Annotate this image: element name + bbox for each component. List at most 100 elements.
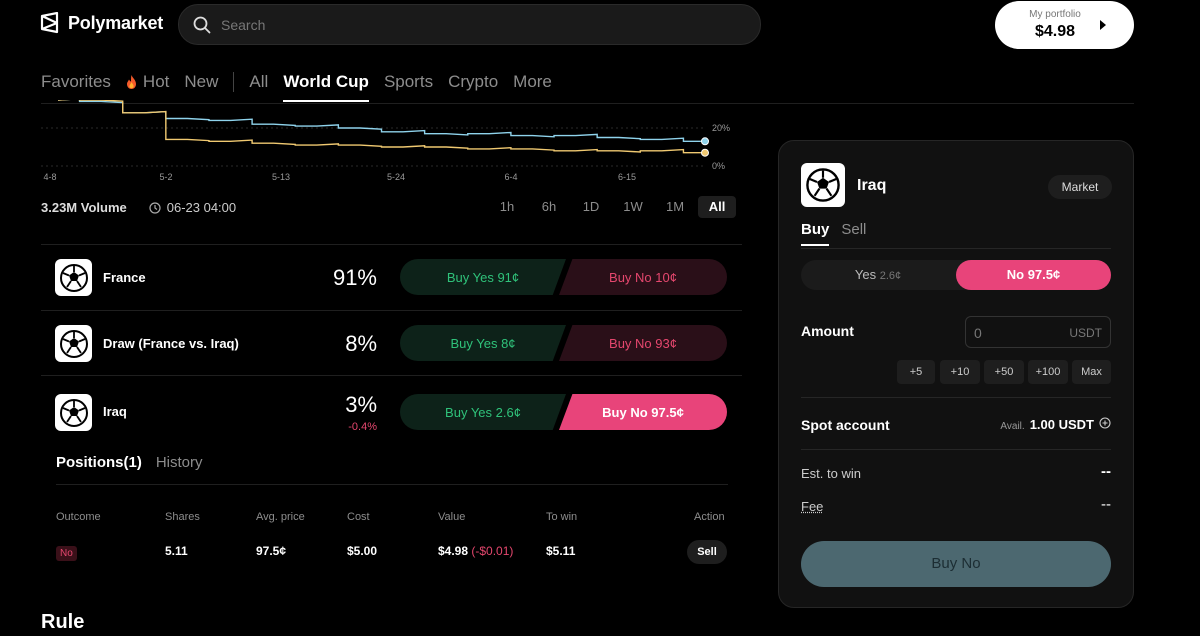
- portfolio-label: My portfolio: [1029, 9, 1081, 20]
- col-header-to-win: To win: [546, 511, 578, 523]
- range-1m[interactable]: 1M: [665, 199, 685, 214]
- quick-amount-max[interactable]: Max: [1072, 360, 1111, 384]
- positions-tabs: Positions(1) History: [56, 454, 203, 471]
- tab-sell[interactable]: Sell: [841, 221, 867, 238]
- play-arrow-icon: [1100, 20, 1106, 30]
- x-tick-label: 6-15: [618, 172, 636, 182]
- outcome-row-france[interactable]: France 91% Buy Yes 91¢ Buy No 10¢: [41, 245, 742, 309]
- range-6h[interactable]: 6h: [541, 199, 557, 214]
- order-type-dropdown[interactable]: Market: [1048, 175, 1112, 199]
- chart-lines: [58, 100, 709, 157]
- amount-unit: USDT: [1069, 326, 1102, 340]
- buy-yes-button[interactable]: Buy Yes 2.6¢: [400, 394, 566, 430]
- nav-sports[interactable]: Sports: [383, 72, 434, 91]
- buy-no-button[interactable]: Buy No 93¢: [559, 325, 727, 361]
- polymarket-logo-icon: [40, 12, 59, 34]
- toggle-yes-price: 2.6¢: [879, 270, 902, 282]
- toggle-yes-label: Yes: [854, 267, 877, 282]
- price-chart[interactable]: 20% 0% 4-8 5-2 5-13 5-24 6-4 6-15: [0, 100, 760, 188]
- col-header-outcome: Outcome: [56, 511, 101, 523]
- outcome-name: Draw (France vs. Iraq): [103, 336, 239, 351]
- outcome-percentage: 91%: [332, 265, 377, 290]
- outcome-no-badge: No: [56, 546, 77, 561]
- series-end-point: [701, 137, 709, 146]
- buy-no-button[interactable]: Buy No 97.5¢: [559, 394, 727, 430]
- divider: [41, 310, 742, 311]
- range-1d[interactable]: 1D: [582, 199, 600, 214]
- nav-all[interactable]: All: [249, 72, 269, 91]
- soccer-ball-icon: [55, 325, 92, 362]
- quick-amount-100[interactable]: +100: [1028, 360, 1068, 384]
- x-tick-label: 5-13: [272, 172, 290, 182]
- time-range-selector: 1h 6h 1D 1W 1M All: [488, 196, 736, 218]
- position-to-win: $5.11: [546, 544, 576, 558]
- quick-amount-50[interactable]: +50: [984, 360, 1024, 384]
- buy-no-submit-button[interactable]: Buy No: [801, 541, 1111, 587]
- soccer-ball-icon: [801, 163, 845, 207]
- fire-icon: [126, 75, 136, 89]
- nav-separator: [233, 72, 235, 92]
- x-tick-label: 4-8: [43, 172, 56, 182]
- position-cost: $5.00: [347, 544, 378, 558]
- amount-value: 0: [974, 325, 982, 341]
- range-all[interactable]: All: [698, 196, 736, 218]
- divider: [801, 397, 1111, 398]
- nav-crypto[interactable]: Crypto: [448, 72, 499, 91]
- chart-y-labels: 20% 0%: [712, 123, 730, 171]
- divider: [801, 248, 1111, 249]
- chart-x-labels: 4-8 5-2 5-13 5-24 6-4 6-15: [43, 172, 636, 182]
- rule-heading: Rule: [41, 611, 85, 633]
- est-to-win-label: Est. to win: [801, 466, 861, 481]
- avail-label: Avail.: [1000, 421, 1025, 432]
- portfolio-button[interactable]: My portfolio $4.98: [995, 1, 1134, 49]
- position-avg-price: 97.5¢: [256, 544, 287, 558]
- nav-divider: [41, 103, 1134, 104]
- position-value-amount: $4.98: [438, 544, 469, 558]
- quick-amount-5[interactable]: +5: [897, 360, 935, 384]
- series-line: [58, 100, 705, 142]
- buy-no-button[interactable]: Buy No 10¢: [559, 259, 727, 295]
- outcome-row-draw[interactable]: Draw (France vs. Iraq) 8% Buy Yes 8¢ Buy…: [41, 311, 742, 375]
- order-panel-title: Iraq: [857, 177, 887, 194]
- tab-positions[interactable]: Positions(1): [56, 454, 142, 471]
- toggle-yes[interactable]: Yes 2.6¢: [801, 260, 955, 290]
- col-header-value: Value: [438, 511, 466, 523]
- col-header-action: Action: [694, 511, 725, 523]
- polymarket-logo[interactable]: Polymarket: [40, 12, 163, 34]
- tab-history[interactable]: History: [155, 454, 203, 471]
- x-tick-label: 6-4: [504, 172, 517, 182]
- range-1w[interactable]: 1W: [623, 199, 643, 214]
- position-shares: 5.11: [165, 544, 188, 558]
- clock-icon: [149, 201, 161, 214]
- quick-amount-10[interactable]: +10: [940, 360, 980, 384]
- avail-value: 1.00 USDT: [1029, 417, 1094, 432]
- position-value: $4.98 (-$0.01): [438, 544, 513, 558]
- nav-new[interactable]: New: [184, 72, 219, 91]
- buy-yes-button[interactable]: Buy Yes 8¢: [400, 325, 566, 361]
- series-line: [58, 100, 705, 154]
- range-1h[interactable]: 1h: [499, 199, 515, 214]
- search-input[interactable]: [221, 16, 721, 33]
- amount-input[interactable]: 0 USDT: [965, 316, 1111, 348]
- sell-button[interactable]: Sell: [687, 540, 727, 564]
- tab-buy[interactable]: Buy: [801, 221, 830, 246]
- add-circle-icon[interactable]: [1099, 417, 1111, 429]
- toggle-no[interactable]: No 97.5¢: [956, 260, 1111, 290]
- x-tick-label: 5-2: [159, 172, 172, 182]
- nav-hot[interactable]: Hot: [126, 72, 169, 92]
- position-value-change: (-$0.01): [471, 544, 514, 558]
- search-icon: [193, 16, 211, 33]
- portfolio-value: $4.98: [1034, 23, 1076, 40]
- nav-world-cup[interactable]: World Cup: [283, 72, 369, 102]
- fee-label[interactable]: Fee: [801, 499, 824, 514]
- col-header-avg-price: Avg. price: [256, 511, 305, 523]
- soccer-ball-icon: [55, 394, 92, 431]
- date-text: 06-23 04:00: [149, 200, 236, 215]
- logo-text: Polymarket: [68, 12, 164, 33]
- buy-yes-button[interactable]: Buy Yes 91¢: [400, 259, 566, 295]
- outcome-row-iraq[interactable]: Iraq 3% -0.4% Buy Yes 2.6¢ Buy No 97.5¢: [41, 376, 742, 440]
- nav-favorites[interactable]: Favorites: [41, 72, 111, 91]
- search-bar[interactable]: [178, 4, 761, 45]
- y-tick-label: 20%: [712, 123, 730, 133]
- nav-more[interactable]: More: [513, 72, 552, 91]
